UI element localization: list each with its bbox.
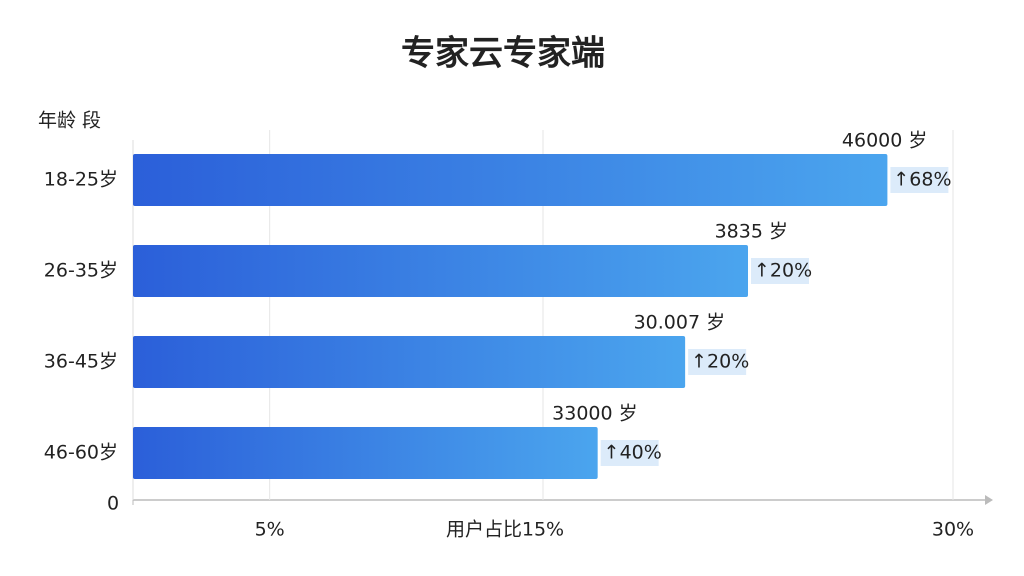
y-tick-label: 46-60岁 <box>44 442 118 464</box>
y-tick-label: 26-35岁 <box>44 260 118 282</box>
count-label: 3835 岁 <box>715 221 788 243</box>
bar <box>133 154 888 206</box>
bar <box>133 427 598 479</box>
chart-title: 专家云专家端 <box>401 34 605 74</box>
change-badge <box>751 258 809 284</box>
change-label: ↑20% <box>754 260 812 282</box>
x-tick-label: 30% <box>932 519 974 541</box>
x-tick-label: 15% <box>522 519 564 541</box>
count-label: 30.007 岁 <box>634 312 726 334</box>
bar <box>133 245 748 297</box>
bar <box>133 336 686 388</box>
count-label: 46000 岁 <box>842 130 927 152</box>
change-label: ↑20% <box>691 351 749 373</box>
change-label: ↑40% <box>604 442 662 464</box>
y-axis-label: 年龄 段 <box>38 110 101 132</box>
count-label: 33000 岁 <box>552 403 637 425</box>
y-tick-label: 36-45岁 <box>44 351 118 373</box>
change-badge <box>600 440 659 466</box>
axis-arrow <box>985 495 993 505</box>
x-tick-label: 5% <box>255 519 285 541</box>
x-axis-label: 用户占比 <box>446 519 522 541</box>
y-tick-label: 18-25岁 <box>44 169 118 191</box>
change-badge <box>688 349 747 375</box>
change-badge <box>890 167 949 193</box>
x-tick-label: 0 <box>107 493 119 515</box>
change-label: ↑68% <box>893 169 951 191</box>
